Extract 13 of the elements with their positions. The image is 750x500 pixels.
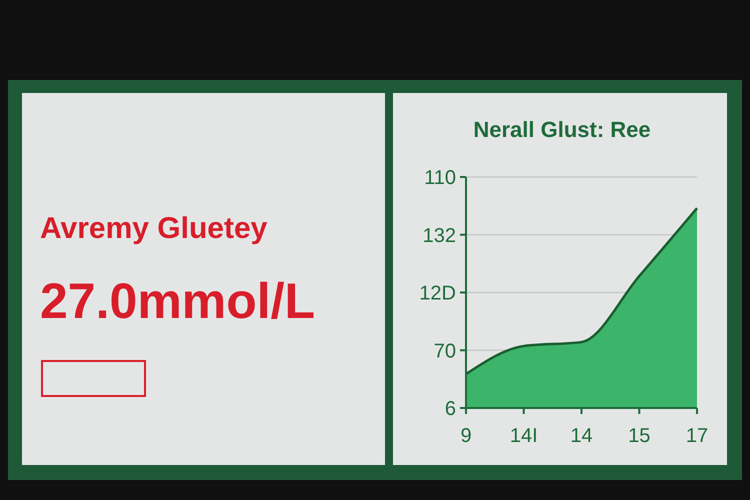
x-tick-label: 17	[686, 425, 708, 447]
chart-title: Nerall Glust: Ree	[473, 117, 651, 142]
text: 132	[422, 224, 456, 247]
x-tick-label: 14I	[510, 425, 538, 447]
text: 6	[444, 398, 456, 420]
x-tick-label: 15	[628, 425, 650, 447]
text: 27.0mmol/L	[40, 273, 316, 329]
text: Avremy Gluetey	[40, 212, 268, 245]
text: 12D	[419, 282, 456, 304]
text: 70	[434, 340, 456, 362]
text: 110	[424, 167, 456, 189]
x-tick-label: 9	[460, 425, 472, 447]
x-tick-label: 14	[570, 425, 593, 447]
